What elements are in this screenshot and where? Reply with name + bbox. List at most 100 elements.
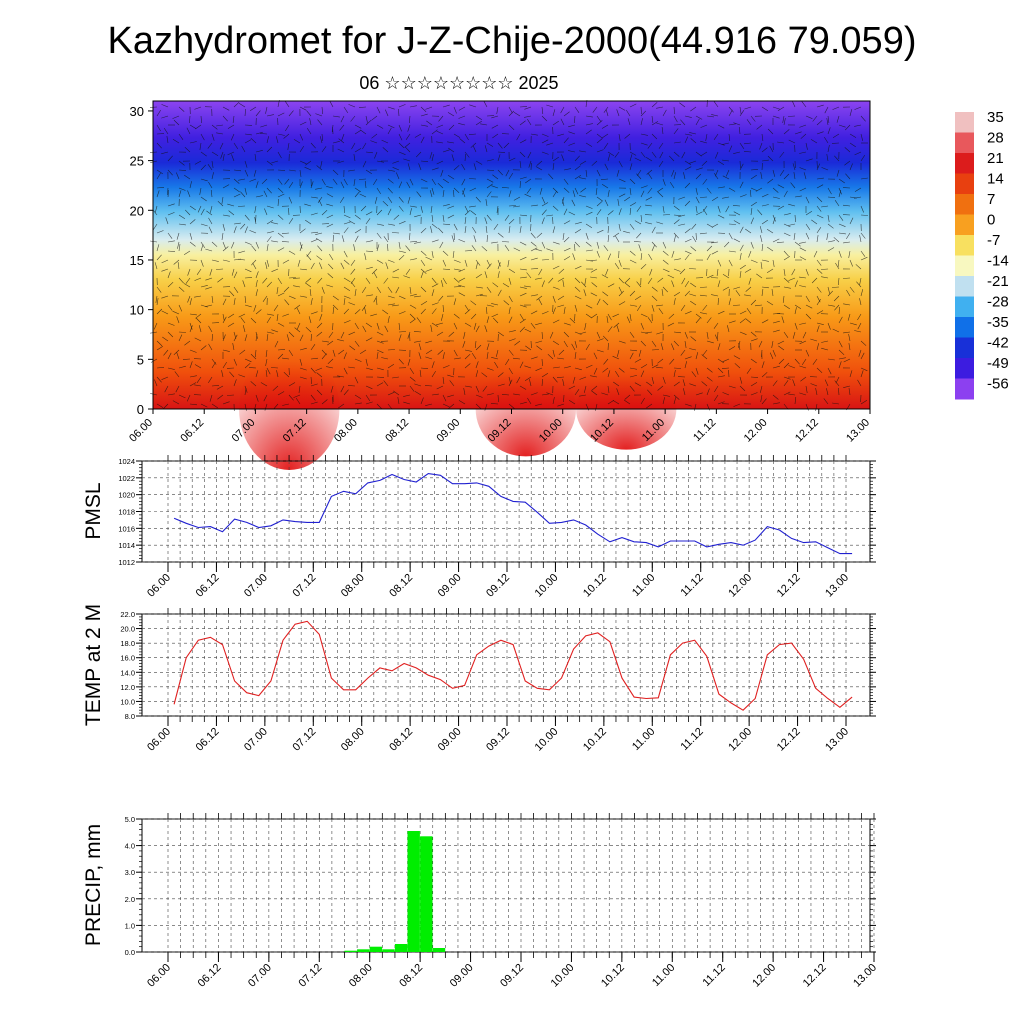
wind-barb [266, 259, 270, 267]
wind-barb [237, 258, 246, 261]
wind-barb [255, 131, 263, 135]
wind-barb [673, 381, 680, 387]
wind-barb [616, 325, 620, 333]
wind-barb [486, 367, 494, 371]
wind-barb [508, 338, 516, 342]
wind-barb [350, 259, 356, 266]
wind-barb [373, 271, 378, 279]
wind-barb [563, 340, 568, 348]
wind-barb [425, 340, 433, 344]
wind-barb [449, 380, 455, 387]
wind-barb [266, 367, 271, 375]
wind-barb [601, 183, 609, 189]
x-tick-label: 12.00 [742, 417, 770, 445]
colorbar-label: -7 [987, 232, 1000, 249]
wind-barb [525, 345, 532, 351]
wind-barb [187, 295, 191, 303]
wind-barb [728, 298, 731, 306]
x-tick-label: 07.12 [296, 962, 324, 990]
wind-barb [173, 349, 180, 356]
wind-barb [491, 313, 499, 318]
wind-barb [447, 205, 455, 209]
wind-barb [590, 375, 598, 378]
wind-barb [568, 399, 576, 405]
wind-barb [722, 358, 730, 363]
y-tick-label: 1014 [118, 541, 135, 550]
wind-barb [365, 151, 373, 154]
wind-barb [464, 304, 470, 312]
wind-barb [618, 259, 622, 267]
wind-barb [340, 262, 345, 270]
wind-barb [255, 349, 257, 358]
wind-barb [584, 277, 587, 285]
wind-barb [788, 203, 796, 207]
wind-barb [420, 301, 428, 306]
wind-barb [362, 160, 367, 168]
wind-barb [341, 235, 345, 243]
wind-barb [497, 154, 501, 162]
wind-barb [316, 165, 323, 171]
wind-barb [589, 259, 598, 262]
wind-barb [802, 331, 807, 339]
wind-barb [629, 367, 637, 370]
wind-barb [354, 322, 359, 330]
wind-barb [475, 325, 480, 333]
wind-barb [834, 304, 840, 311]
wind-barb [662, 250, 669, 256]
wind-barb [816, 322, 824, 325]
wind-barb [329, 100, 334, 108]
wind-barb [799, 167, 807, 171]
wind-barb [398, 331, 407, 333]
wind-barb [812, 115, 818, 122]
wind-barb [233, 334, 238, 342]
wind-barb [244, 295, 247, 304]
wind-barb [713, 133, 719, 140]
wind-barb [783, 232, 791, 237]
wind-barb [711, 241, 719, 244]
wind-barb [508, 205, 517, 207]
wind-barb [711, 223, 719, 228]
wind-barb [519, 286, 527, 289]
wind-barb [638, 349, 642, 357]
wind-barb [244, 139, 252, 144]
wind-barb [585, 129, 592, 135]
wind-barb [398, 358, 404, 365]
wind-barb [340, 331, 345, 339]
wind-barb [163, 127, 169, 135]
wind-barb [607, 385, 610, 393]
wind-barb [662, 397, 665, 405]
wind-barb [761, 319, 769, 324]
wind-barb [826, 388, 829, 396]
wind-barb [264, 208, 268, 216]
wind-barb [376, 259, 384, 264]
wind-barb [607, 342, 609, 351]
wind-barb [321, 286, 325, 294]
wind-barb [690, 246, 697, 252]
wind-barb [305, 160, 312, 166]
wind-barb [624, 196, 631, 202]
wind-barb [746, 367, 752, 374]
wind-barb [493, 223, 499, 230]
wind-barb [574, 155, 580, 162]
wind-barb [156, 124, 161, 132]
wind-barb [358, 106, 367, 108]
wind-barb [743, 142, 752, 145]
wind-barb [154, 379, 158, 387]
wind-barb [629, 313, 632, 321]
wind-barb [242, 325, 246, 333]
wind-barb [387, 187, 393, 194]
wind-barb [662, 394, 670, 397]
wind-barb [508, 295, 513, 303]
wind-barb [288, 110, 294, 117]
wind-barb [722, 274, 730, 279]
wind-barb [684, 340, 687, 348]
wind-barb [733, 286, 741, 290]
wind-barb [200, 151, 207, 157]
wind-barb [474, 340, 477, 349]
wind-barb [782, 115, 785, 123]
wind-barb [360, 129, 367, 135]
wind-barb [596, 338, 604, 342]
wind-barb [398, 142, 405, 149]
wind-barb [536, 295, 543, 301]
wind-barb [359, 193, 367, 198]
